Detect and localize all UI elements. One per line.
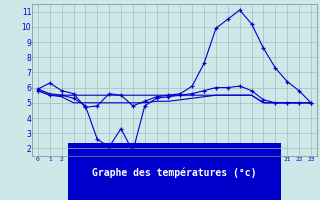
- X-axis label: Graphe des températures (°c): Graphe des températures (°c): [92, 167, 257, 178]
